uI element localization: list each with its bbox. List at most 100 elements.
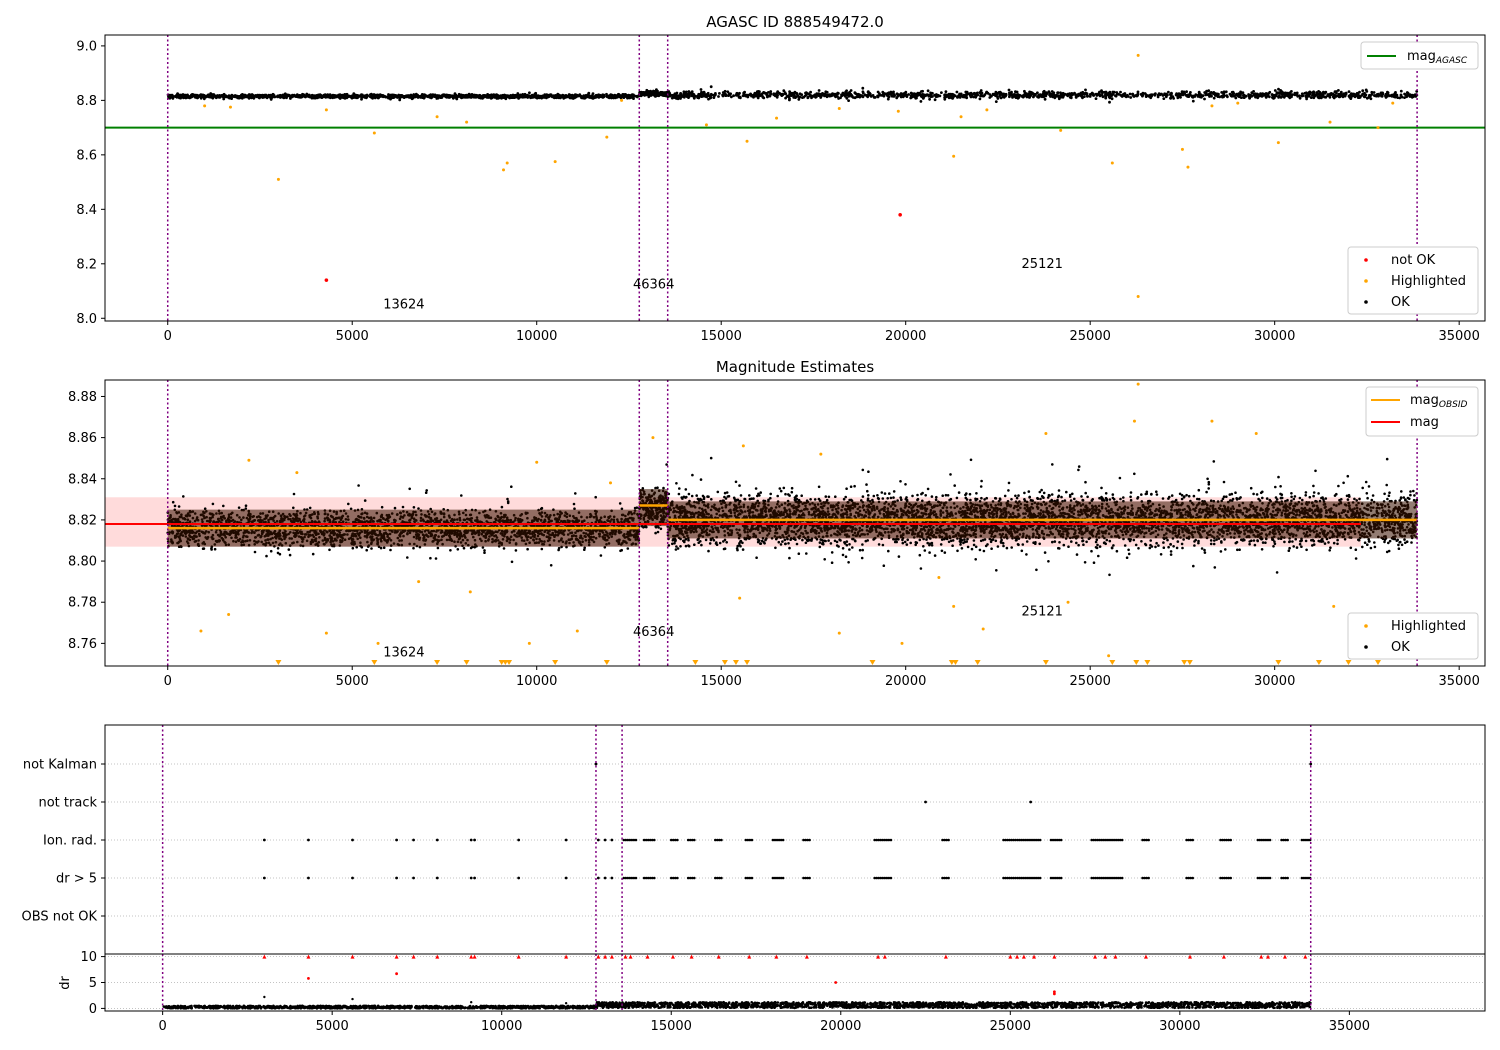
ok-point [1242, 96, 1246, 99]
ok-point [1255, 92, 1259, 96]
ok-point [924, 94, 927, 98]
ok-point [1337, 89, 1340, 92]
observation-id-label: 46364 [633, 277, 674, 292]
ok-point [1250, 91, 1254, 94]
ok-point [194, 93, 198, 97]
ok-point [642, 92, 645, 95]
ok-point [725, 94, 728, 97]
ok-point [1059, 92, 1063, 96]
ok-point [407, 95, 411, 99]
ok-point [1043, 97, 1047, 101]
ok-point [250, 93, 254, 96]
ok-point [280, 95, 284, 99]
ok-point [528, 91, 531, 95]
ok-point [1277, 87, 1280, 91]
ok-point [1304, 91, 1308, 95]
ok-point [1324, 95, 1328, 99]
y-tick-label: 8.2 [76, 257, 97, 272]
ok-point [1380, 94, 1383, 98]
ok-point [365, 548, 369, 552]
ok-point [213, 547, 217, 551]
ok-point [354, 96, 358, 100]
ok-point [796, 94, 800, 97]
ok-point [1107, 93, 1111, 97]
ok-point [499, 95, 503, 99]
ok-point [449, 549, 452, 552]
agasc-magnitude-axes: 0 5000 10000 15000 20000 25000 30000 350008.08.… [76, 39, 1480, 344]
ok-point [1025, 92, 1028, 95]
ok-point [1270, 93, 1274, 97]
ok-point [829, 93, 833, 96]
ok-point [256, 95, 260, 98]
ok-point [889, 90, 893, 94]
ok-point [1279, 96, 1283, 99]
ok-point [1403, 92, 1406, 96]
ok-point [1407, 93, 1411, 97]
ok-point [868, 92, 871, 96]
ok-point [1349, 97, 1353, 100]
y-tick-label: 8.4 [76, 203, 97, 218]
ok-point [608, 95, 611, 99]
ok-point [1114, 94, 1118, 98]
ok-point [708, 95, 712, 98]
ok-point [1334, 94, 1338, 98]
ok-point [458, 95, 462, 98]
ok-point [504, 97, 508, 101]
highlighted-point [1236, 101, 1240, 105]
ok-point [965, 94, 968, 98]
ok-point [1324, 90, 1328, 94]
highlighted-point [837, 107, 841, 111]
ok-point [817, 93, 821, 96]
ok-point [174, 94, 178, 98]
ok-point [1298, 96, 1302, 100]
highlighted-point [1136, 294, 1140, 298]
ok-point [460, 494, 463, 497]
ok-point [896, 94, 900, 98]
ok-point [434, 557, 438, 560]
ok-point [1222, 92, 1225, 96]
ok-point [1052, 91, 1056, 95]
ok-point [338, 97, 342, 100]
ok-point [907, 93, 910, 96]
ok-point [408, 487, 412, 491]
highlighted-point [203, 104, 207, 108]
ok-point [953, 94, 957, 98]
ok-point [910, 95, 914, 99]
ok-point [384, 95, 388, 99]
ok-point [1234, 96, 1238, 100]
ok-point [647, 92, 650, 96]
legend-label-highlighted: Highlighted [1391, 274, 1466, 289]
ok-point [1078, 93, 1082, 97]
ok-point [470, 94, 474, 98]
ok-point [587, 91, 591, 95]
ok-point [238, 96, 242, 100]
ok-point [1094, 97, 1098, 100]
ok-point [462, 95, 466, 99]
ok-point [1365, 96, 1369, 100]
ok-point [1111, 90, 1115, 94]
ok-point [389, 548, 392, 552]
highlighted-point [1186, 165, 1190, 169]
ok-point [1241, 91, 1245, 95]
ok-point [1021, 95, 1025, 99]
highlighted-point [1180, 147, 1184, 151]
ok-point [308, 93, 311, 97]
ok-point [739, 96, 742, 100]
ok-point [1216, 94, 1220, 97]
ok-point [1074, 94, 1078, 97]
ok-point [1009, 91, 1013, 95]
ok-point [845, 89, 848, 93]
ok-point [965, 96, 969, 100]
ok-point [325, 94, 329, 97]
ok-point [1100, 89, 1103, 93]
ok-point [1283, 91, 1287, 95]
ok-point [878, 93, 882, 97]
ok-point [996, 97, 1000, 100]
x-tick-label: 5000 [336, 329, 369, 344]
ok-point [366, 94, 370, 98]
ok-point [581, 95, 585, 99]
ok-point [396, 96, 399, 99]
ok-point [186, 93, 189, 97]
ok-point [530, 96, 534, 99]
highlighted-point [1276, 141, 1280, 145]
